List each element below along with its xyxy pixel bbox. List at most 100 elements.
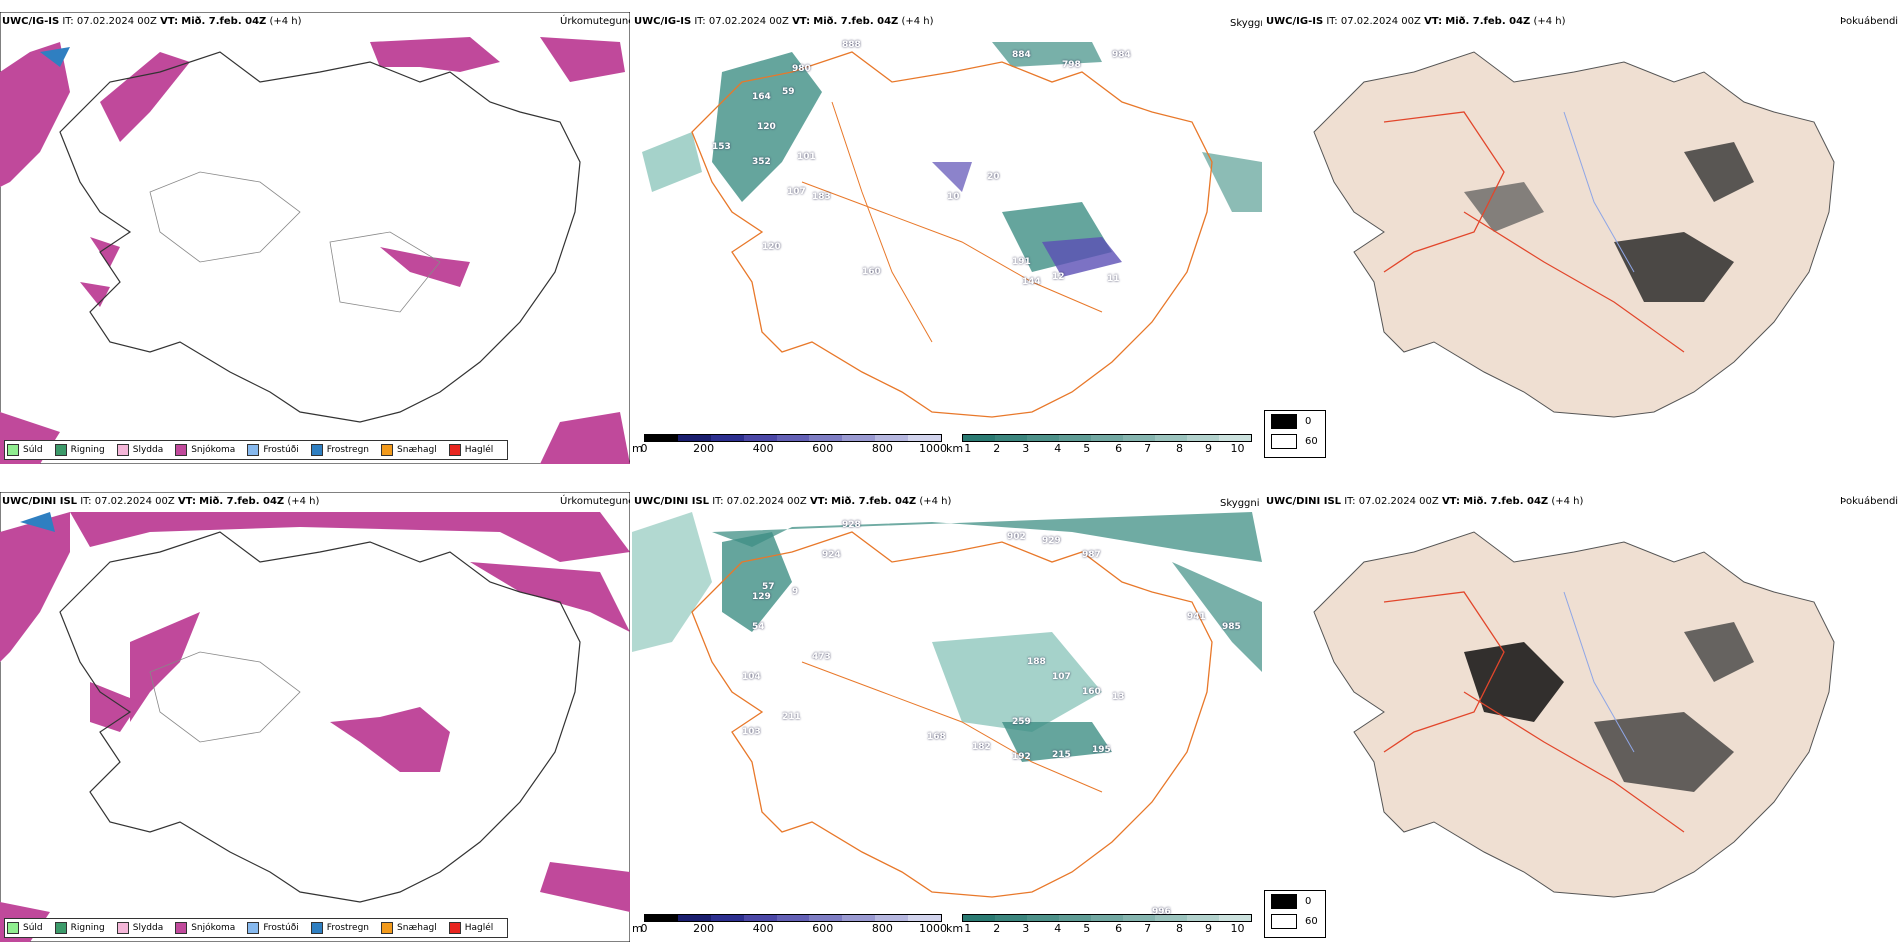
legend-swatch [175,444,188,456]
scale-tick: 0 [640,442,648,455]
visibility-map-dini [632,512,1262,898]
legend-item-slydda: Slydda [116,922,163,934]
precip-legend: Súld Rigning Slydda Snjókoma Frostúði Fr… [4,918,509,938]
scale-tick: 8 [1176,922,1183,935]
precip-type-panel-ig: UWC/IG-IS IT: 07.02.2024 00Z VT: Mið. 7.… [0,12,630,464]
legend-swatch [7,444,19,456]
legend-item-frostregn: Frostregn [310,444,369,456]
scale-tick: 400 [752,442,774,455]
scale-tick: 5 [1083,922,1091,935]
legend-swatch [381,444,394,456]
legend-swatch [310,922,323,934]
scale-tick: 800 [871,922,893,935]
fog-panel-dini: UWC/DINI ISL IT: 07.02.2024 00Z VT: Mið.… [1264,492,1900,942]
scale-tick: 3 [1022,922,1030,935]
panel-header: UWC/DINI ISL IT: 07.02.2024 00Z VT: Mið.… [634,496,952,507]
scale-tick: 5 [1083,442,1091,455]
scale-tick: 2 [993,442,1001,455]
scale-tick: 4 [1054,922,1062,935]
legend-item-frostudi: Frostúði [247,922,299,934]
scale-tick: 6 [1115,922,1123,935]
scale-tick: 10 [1230,922,1245,935]
scale-unit: m [632,922,643,935]
scale-tick: 600 [812,922,834,935]
precip-type-panel-dini: UWC/DINI ISL IT: 07.02.2024 00Z VT: Mið.… [0,492,630,942]
panel-header: UWC/IG-IS IT: 07.02.2024 00Z VT: Mið. 7.… [634,16,934,27]
precip-map-dini [0,492,630,942]
legend-swatch [116,922,129,934]
legend-swatch [54,444,67,456]
legend-swatch [175,922,188,934]
fog-legend: 0 60 [1264,410,1326,458]
scale-tick: 200 [693,442,715,455]
legend-item-sudd: Súld [7,922,43,934]
scale-tick: 0 [640,922,648,935]
legend-item-rigning: Rigning [54,444,105,456]
panel-title: Skyggni [1220,498,1260,509]
visibility-panel-ig: UWC/IG-IS IT: 07.02.2024 00Z VT: Mið. 7.… [632,12,1262,464]
visibility-scale-m: 0 200 400 600 800 1000 m [632,434,947,456]
scale-tick: 1000 [919,922,948,935]
scale-tick: 2 [993,922,1001,935]
legend-item-frostregn: Frostregn [310,922,369,934]
fog-legend: 0 60 [1264,890,1326,938]
legend-swatch [448,444,461,456]
legend-swatch [448,922,461,934]
legend-item-haglel: Haglél [448,922,493,934]
scale-tick: 9 [1205,442,1212,455]
scale-tick: 7 [1144,442,1152,455]
scale-tick: 200 [693,922,715,935]
scale-unit: km [946,922,964,935]
fog-legend-high: 0 [1305,415,1312,427]
scale-tick: 800 [871,442,893,455]
legend-item-snaehagl: Snæhagl [381,922,437,934]
panel-title: Þokuábendi [1840,496,1899,507]
legend-item-frostudi: Frostúði [247,444,299,456]
legend-swatch [54,922,67,934]
fog-legend-low: 60 [1305,915,1318,927]
scale-tick: 6 [1115,442,1123,455]
legend-item-slydda: Slydda [116,444,163,456]
precip-legend: Súld Rigning Slydda Snjókoma Frostúði Fr… [4,440,509,460]
legend-swatch [7,922,19,934]
panel-title: Skyggni [1230,18,1262,29]
panel-header: UWC/DINI ISL IT: 07.02.2024 00Z VT: Mið.… [1266,496,1584,507]
legend-item-rigning: Rigning [54,922,105,934]
scale-tick: 1 [964,922,972,935]
scale-tick: 8 [1176,442,1183,455]
precip-map-ig [0,12,630,464]
fog-map-dini [1313,531,1835,898]
legend-swatch [310,444,323,456]
legend-item-sudd: Súld [7,444,43,456]
legend-swatch [116,444,129,456]
legend-swatch [247,922,260,934]
visibility-scale-m: 0 200 400 600 800 1000 m [632,914,947,936]
scale-unit: m [632,442,643,455]
panel-title: Úrkomutegund [560,16,630,27]
fog-map-ig [1313,51,1835,418]
visibility-scale-km: 1 2 3 4 5 6 7 8 9 10 km [946,914,1252,936]
panel-title: Þokuábendi [1840,16,1899,27]
scale-tick: 1 [964,442,972,455]
visibility-panel-dini: UWC/DINI ISL IT: 07.02.2024 00Z VT: Mið.… [632,492,1262,942]
fog-legend-high: 0 [1305,895,1312,907]
legend-swatch [247,444,260,456]
legend-swatch [381,922,394,934]
scale-tick: 7 [1144,922,1152,935]
scale-tick: 1000 [919,442,948,455]
panel-header: UWC/DINI ISL IT: 07.02.2024 00Z VT: Mið.… [2,496,320,507]
fog-panel-ig: UWC/IG-IS IT: 07.02.2024 00Z VT: Mið. 7.… [1264,12,1900,464]
panel-title: Úrkomutegund [560,496,630,507]
scale-tick: 3 [1022,442,1030,455]
legend-item-snaehagl: Snæhagl [381,444,437,456]
scale-tick: 400 [752,922,774,935]
scale-tick: 4 [1054,442,1062,455]
fog-legend-low: 60 [1305,435,1318,447]
legend-item-snjokoma: Snjókoma [175,922,235,934]
legend-item-haglel: Haglél [448,444,493,456]
panel-header: UWC/IG-IS IT: 07.02.2024 00Z VT: Mið. 7.… [2,16,302,27]
panel-header: UWC/IG-IS IT: 07.02.2024 00Z VT: Mið. 7.… [1266,16,1566,27]
visibility-map-ig [642,42,1262,418]
scale-tick: 9 [1205,922,1212,935]
scale-unit: km [946,442,964,455]
